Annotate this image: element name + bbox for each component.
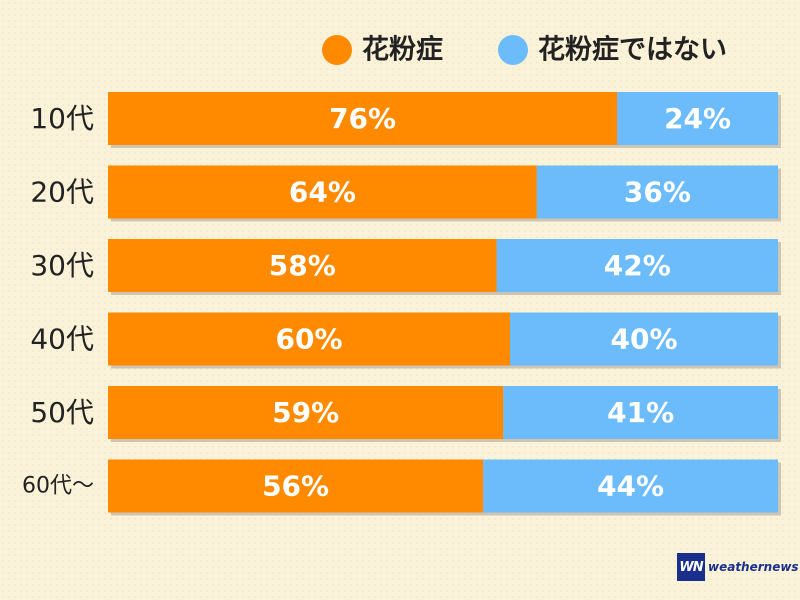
bar-row: 50代 59% 41% [30, 386, 781, 442]
legend-label: 花粉症 [362, 35, 443, 66]
data-label: 42% [604, 249, 671, 282]
bar-segment-allergy [108, 239, 497, 292]
data-label: 24% [664, 102, 731, 135]
legend-item-no-allergy: 花粉症ではない [498, 35, 727, 66]
data-label: 41% [607, 396, 674, 429]
category-label: 40代 [30, 323, 94, 356]
logo-text: weathernews [708, 560, 799, 574]
bar-segment-no-allergy [483, 459, 778, 513]
bars: 10代 76% 24%20代 64% 36%30代 58% 42%40代 60% 40%50代 5… [22, 92, 781, 516]
data-label: 64% [289, 176, 356, 209]
bar-segment-no-allergy [617, 92, 778, 145]
data-label: 40% [610, 323, 677, 356]
bar-row: 30代 58% 42% [30, 239, 781, 295]
data-label: 58% [269, 249, 336, 282]
data-label: 76% [329, 102, 396, 135]
bar-segment-no-allergy [536, 165, 778, 219]
category-label: 10代 [30, 102, 94, 135]
bar-segment-allergy [108, 459, 484, 513]
bar-segment-no-allergy [496, 239, 778, 292]
category-label: 20代 [30, 176, 94, 209]
legend: 花粉症 花粉症ではない [322, 35, 727, 66]
bar-row: 40代 60% 40% [30, 312, 781, 369]
bar-row: 20代 64% 36% [30, 165, 781, 222]
legend-item-allergy: 花粉症 [322, 35, 443, 66]
legend-swatch [498, 35, 528, 65]
bar-row: 60代〜 56% 44% [22, 459, 781, 516]
data-label: 56% [262, 470, 329, 503]
bar-segment-allergy [108, 312, 510, 366]
data-label: 44% [597, 470, 664, 503]
data-label: 59% [272, 396, 339, 429]
data-label: 60% [275, 323, 342, 356]
bar-segment-no-allergy [510, 312, 778, 366]
bar-segment-no-allergy [503, 386, 778, 439]
weathernews-logo: WN weathernews [677, 552, 799, 582]
logo-mark: WN [677, 553, 705, 581]
legend-swatch [322, 35, 352, 65]
data-label: 36% [624, 176, 691, 209]
bar-segment-allergy [108, 165, 537, 219]
category-label: 30代 [30, 249, 94, 282]
bar-segment-allergy [108, 92, 618, 145]
bar-row: 10代 76% 24% [30, 92, 781, 148]
category-label: 50代 [30, 396, 94, 429]
bar-segment-allergy [108, 386, 504, 439]
legend-label: 花粉症ではない [538, 35, 727, 66]
category-label: 60代〜 [22, 474, 94, 499]
